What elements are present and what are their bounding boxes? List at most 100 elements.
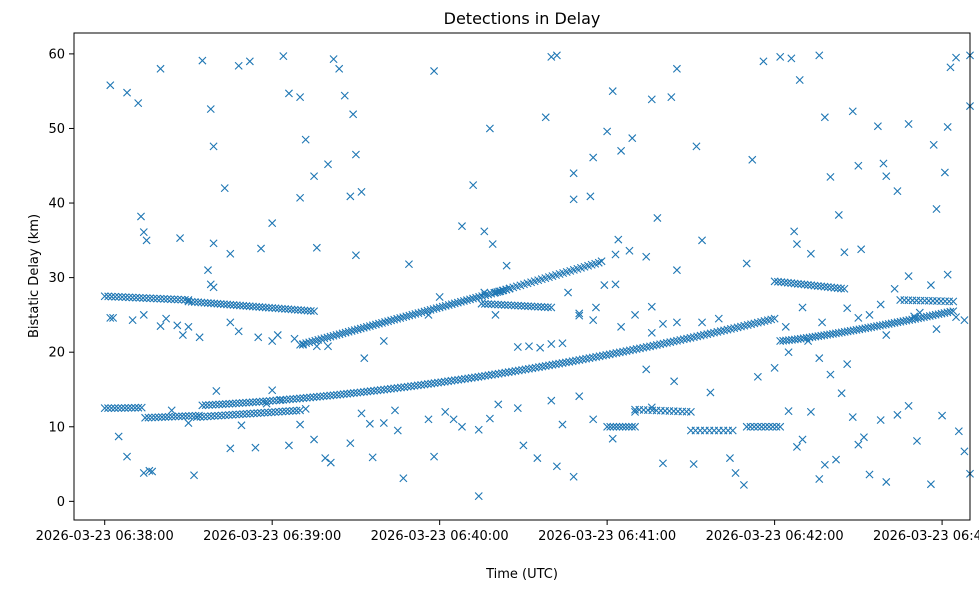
data-point — [329, 55, 338, 64]
data-point — [444, 301, 453, 310]
data-point — [538, 362, 547, 371]
data-point — [776, 52, 785, 61]
data-point — [258, 397, 267, 406]
data-point — [527, 302, 536, 311]
data-point — [312, 392, 321, 401]
data-point — [139, 469, 148, 478]
data-point — [322, 391, 331, 400]
data-point — [350, 326, 359, 335]
data-point — [151, 413, 160, 422]
data-point — [371, 320, 380, 329]
data-point — [285, 407, 294, 416]
data-point — [787, 279, 796, 288]
data-point — [485, 124, 494, 133]
data-point — [642, 365, 651, 374]
data-point — [107, 404, 116, 413]
data-point — [288, 406, 297, 415]
data-point — [569, 169, 578, 178]
data-point — [380, 385, 389, 394]
data-point — [299, 394, 308, 403]
data-point — [810, 281, 819, 290]
data-point — [287, 305, 296, 314]
y-tick-label: 30 — [48, 271, 65, 286]
data-point — [114, 432, 123, 441]
data-point — [820, 113, 829, 122]
data-point — [647, 403, 656, 412]
data-point — [615, 422, 624, 431]
data-point — [258, 303, 267, 312]
data-point — [245, 302, 254, 311]
data-point — [759, 57, 768, 66]
data-point — [123, 88, 132, 97]
data-point — [932, 325, 941, 334]
data-point — [530, 302, 539, 311]
data-point — [606, 422, 615, 431]
data-point — [198, 401, 207, 410]
data-point — [915, 308, 924, 317]
data-point — [564, 288, 573, 297]
data-point — [558, 420, 567, 429]
data-point — [893, 187, 902, 196]
data-point — [205, 400, 214, 409]
data-point — [453, 298, 462, 307]
data-point — [493, 288, 502, 297]
data-point — [301, 404, 310, 413]
data-point — [508, 367, 517, 376]
data-point — [890, 284, 899, 293]
data-point — [296, 193, 305, 202]
data-point — [141, 413, 150, 422]
data-point — [728, 426, 737, 435]
data-point — [949, 297, 958, 306]
data-point — [346, 439, 355, 448]
data-point — [807, 281, 816, 290]
data-point — [305, 338, 314, 347]
data-point — [203, 412, 212, 421]
data-point — [284, 305, 293, 314]
data-point — [178, 331, 187, 340]
data-point — [474, 372, 483, 381]
data-point — [547, 303, 556, 312]
data-point — [338, 329, 347, 338]
x-axis: 2026-03-23 06:38:00 2026-03-23 06:39:00 20… — [36, 520, 979, 544]
data-point — [876, 416, 885, 425]
data-point — [441, 301, 450, 310]
data-point — [501, 368, 510, 377]
data-point — [768, 422, 777, 431]
data-point — [433, 378, 442, 387]
data-point — [960, 447, 969, 456]
data-point — [281, 304, 290, 313]
data-point — [212, 386, 221, 395]
data-point — [912, 296, 921, 305]
data-point — [631, 407, 640, 416]
data-point — [441, 407, 450, 416]
data-point — [591, 303, 600, 312]
x-tick-label: 2026-03-23 06:38:00 — [36, 529, 174, 544]
data-point — [296, 420, 305, 429]
data-point — [595, 352, 604, 361]
data-point — [402, 312, 411, 321]
data-point — [585, 354, 594, 363]
data-point — [209, 239, 218, 248]
data-point — [578, 355, 587, 364]
data-point — [117, 404, 126, 413]
data-point — [292, 394, 301, 403]
data-point — [252, 302, 261, 311]
data-point — [121, 293, 130, 302]
y-tick-label: 0 — [57, 495, 65, 510]
data-point — [387, 316, 396, 325]
data-point — [232, 301, 241, 310]
data-point — [211, 400, 220, 409]
data-point — [926, 281, 935, 290]
data-point — [262, 397, 271, 406]
data-point — [248, 302, 257, 311]
data-point — [521, 365, 530, 374]
data-point — [941, 297, 950, 306]
data-point — [198, 56, 207, 65]
data-point — [335, 64, 344, 73]
data-point — [954, 427, 963, 436]
data-point — [800, 280, 809, 289]
data-point — [168, 412, 177, 421]
data-point — [513, 342, 522, 351]
data-point — [494, 369, 503, 378]
data-point — [206, 105, 215, 114]
